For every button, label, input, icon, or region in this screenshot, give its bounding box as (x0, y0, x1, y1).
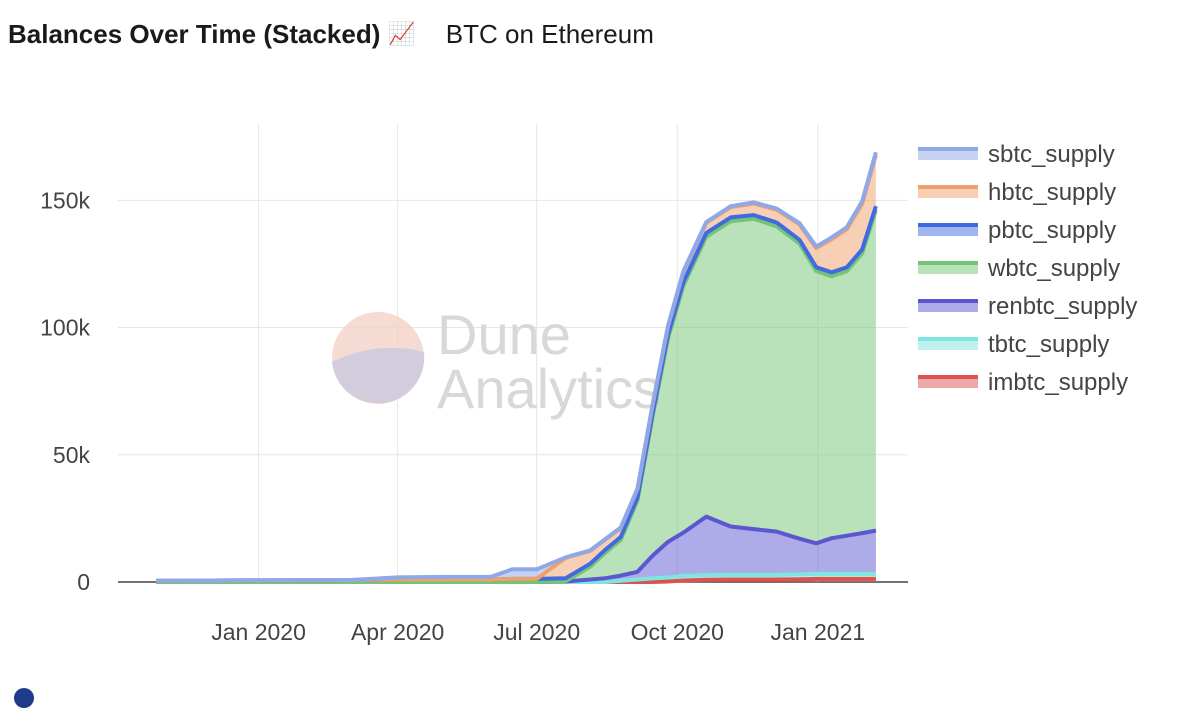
legend-label: wbtc_supply (987, 255, 1120, 282)
renbtc_supply-area (156, 516, 876, 582)
legend-label: tbtc_supply (988, 331, 1109, 358)
area-layers (156, 151, 878, 584)
watermark-line2: Analytics (437, 357, 661, 420)
legend-label: renbtc_supply (988, 293, 1137, 320)
watermark-logo-shade (332, 347, 425, 404)
chart-header: Balances Over Time (Stacked) 📈 BTC on Et… (8, 14, 654, 54)
y-tick-label: 100k (40, 315, 90, 341)
y-tick-label: 0 (77, 569, 90, 595)
y-axis: 0 50k 100k 150k (40, 187, 90, 595)
watermark-line1: Dune (437, 303, 571, 366)
y-tick-label: 50k (53, 442, 91, 468)
legend-item-imbtc_supply[interactable]: imbtc_supply (918, 369, 1128, 396)
legend-label: imbtc_supply (988, 369, 1128, 396)
footer-avatar (14, 688, 34, 708)
x-tick-label: Apr 2020 (351, 619, 444, 645)
chart-up-icon: 📈 (388, 21, 416, 46)
chart-subtitle: BTC on Ethereum (445, 18, 654, 49)
legend: sbtc_supply hbtc_supply pbtc_supply wbtc_su… (918, 141, 1137, 396)
dune-watermark: Dune Analytics (332, 303, 661, 420)
sbtc_supply-line (156, 151, 878, 583)
legend-item-tbtc_supply[interactable]: tbtc_supply (918, 331, 1109, 358)
y-tick-label: 150k (40, 187, 90, 213)
x-axis: Jan 2020 Apr 2020 Jul 2020 Oct 2020 Jan 2021 (211, 619, 865, 645)
legend-item-hbtc_supply[interactable]: hbtc_supply (918, 179, 1116, 206)
legend-label: pbtc_supply (988, 217, 1116, 244)
legend-item-wbtc_supply[interactable]: wbtc_supply (918, 255, 1120, 282)
x-tick-label: Oct 2020 (631, 619, 724, 645)
x-tick-label: Jan 2020 (211, 619, 306, 645)
legend-label: sbtc_supply (988, 141, 1115, 168)
wbtc_supply-area (156, 210, 876, 582)
chart-title: Balances Over Time (Stacked) (8, 18, 381, 49)
x-tick-label: Jan 2021 (771, 619, 866, 645)
legend-item-renbtc_supply[interactable]: renbtc_supply (918, 293, 1137, 320)
legend-item-sbtc_supply[interactable]: sbtc_supply (918, 141, 1115, 168)
x-tick-label: Jul 2020 (493, 619, 580, 645)
legend-item-pbtc_supply[interactable]: pbtc_supply (918, 217, 1116, 244)
legend-label: hbtc_supply (988, 179, 1116, 206)
